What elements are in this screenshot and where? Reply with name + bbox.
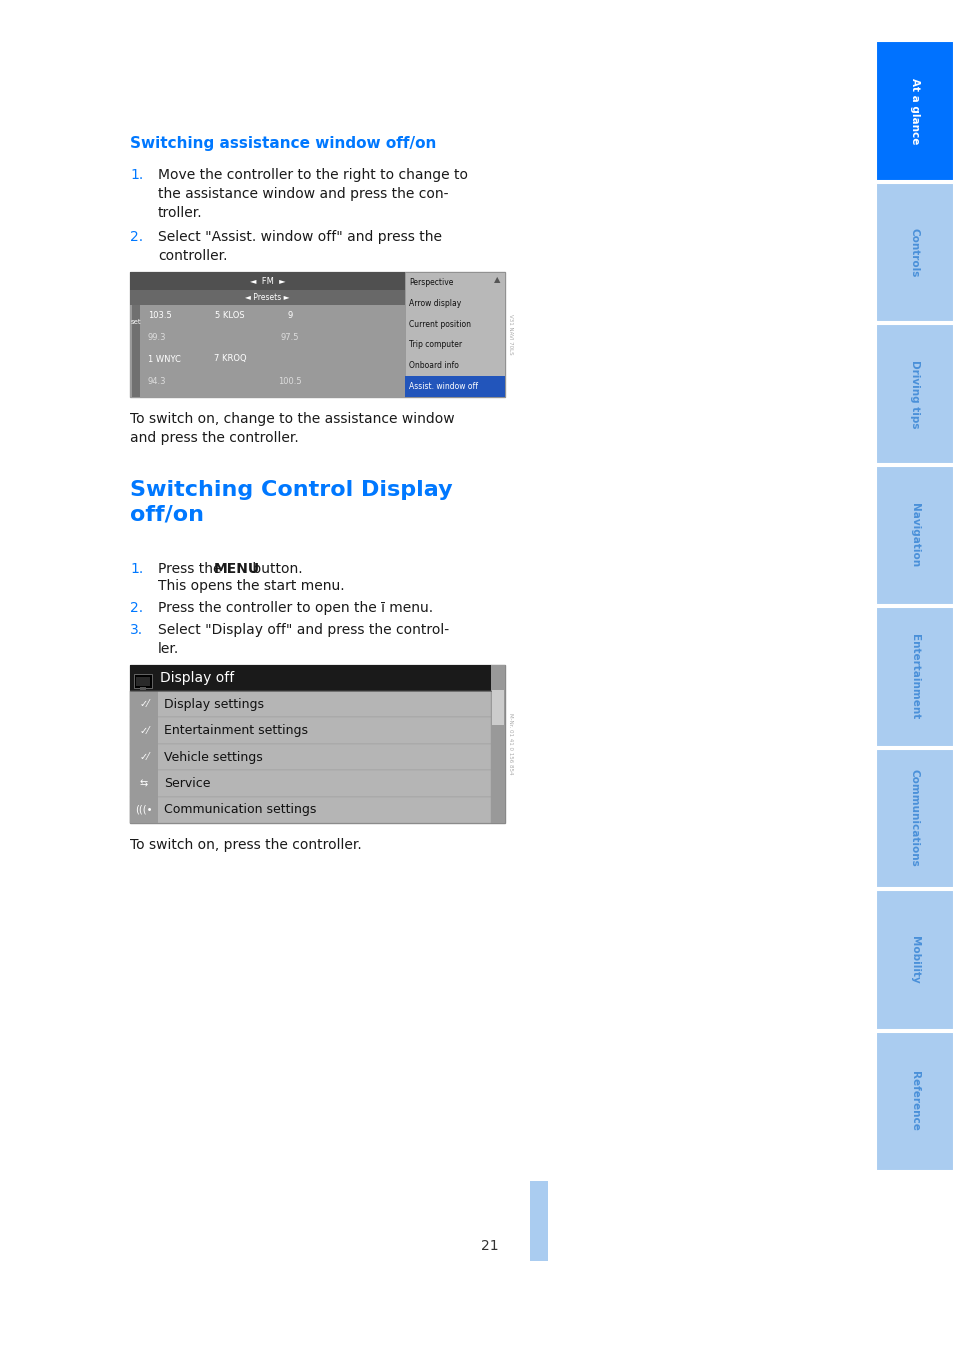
Text: 99.3: 99.3 [148, 332, 167, 342]
Text: 100.5: 100.5 [278, 377, 301, 385]
Text: ✓⁄: ✓⁄ [139, 725, 149, 735]
Bar [136, 677, 150, 686]
Text: set: set [131, 319, 141, 326]
Text: Reference: Reference [909, 1071, 919, 1131]
Text: V31 NAVI 70LS: V31 NAVI 70LS [507, 315, 513, 355]
Text: Perspective: Perspective [409, 278, 453, 286]
Bar [130, 717, 158, 744]
Text: Move the controller to the right to change to
the assistance window and press th: Move the controller to the right to chan… [158, 168, 468, 220]
Text: ✓⁄: ✓⁄ [139, 753, 149, 762]
Text: Switching Control Display
off/on: Switching Control Display off/on [130, 480, 452, 524]
Bar [130, 797, 158, 823]
Text: Entertainment settings: Entertainment settings [164, 724, 308, 738]
Text: 5 KLOS: 5 KLOS [215, 311, 245, 319]
Text: ▲: ▲ [494, 276, 499, 285]
Bar [875, 41, 953, 181]
Text: Arrow display: Arrow display [409, 299, 460, 308]
Bar [130, 272, 405, 290]
Text: 2.: 2. [130, 601, 143, 615]
Text: Display settings: Display settings [164, 697, 264, 711]
Bar [130, 744, 491, 770]
Text: 94.3: 94.3 [148, 377, 167, 385]
Bar [875, 324, 953, 463]
Bar [875, 890, 953, 1029]
Text: At a glance: At a glance [909, 77, 919, 145]
Text: Press the: Press the [158, 562, 226, 576]
Text: Select "Display off" and press the control-
ler.: Select "Display off" and press the contr… [158, 623, 449, 657]
Text: button.: button. [248, 562, 302, 576]
Text: 1.: 1. [130, 168, 143, 182]
Bar [130, 690, 491, 717]
Bar [130, 717, 491, 744]
Text: 2.: 2. [130, 230, 143, 245]
Text: Communications: Communications [909, 769, 919, 867]
Text: 21: 21 [480, 1239, 498, 1252]
Bar [405, 376, 504, 397]
Text: Communication settings: Communication settings [164, 804, 316, 816]
Text: Assist. window off: Assist. window off [409, 382, 477, 390]
Text: 97.5: 97.5 [280, 332, 299, 342]
Text: M-Nr. 01 41 0 156 854: M-Nr. 01 41 0 156 854 [507, 713, 513, 774]
Text: To switch on, change to the assistance window
and press the controller.: To switch on, change to the assistance w… [130, 412, 455, 444]
Bar [130, 690, 158, 717]
Text: ✓⁄: ✓⁄ [139, 700, 149, 709]
Bar [130, 770, 491, 797]
Text: Display off: Display off [160, 671, 234, 685]
Bar [875, 748, 953, 888]
Text: ⇆: ⇆ [140, 778, 148, 789]
Bar [491, 665, 504, 823]
Text: Entertainment: Entertainment [909, 634, 919, 719]
Bar [132, 305, 140, 397]
Bar [130, 272, 405, 397]
Bar [875, 607, 953, 747]
Text: Driving tips: Driving tips [909, 359, 919, 428]
Bar [530, 1181, 547, 1260]
Text: Current position: Current position [409, 320, 471, 328]
Bar [130, 797, 491, 823]
Text: Press the controller to open the ī menu.: Press the controller to open the ī menu. [158, 601, 433, 615]
Text: 103.5: 103.5 [148, 311, 172, 319]
Text: 9: 9 [287, 311, 293, 319]
Bar [875, 182, 953, 322]
Text: 1 WNYC: 1 WNYC [148, 354, 181, 363]
Text: (((•: (((• [135, 805, 152, 815]
Text: Trip computer: Trip computer [409, 340, 461, 350]
Text: 7 KROQ: 7 KROQ [213, 354, 246, 363]
Bar [130, 665, 491, 690]
Text: Mobility: Mobility [909, 936, 919, 984]
Text: Switching assistance window off/on: Switching assistance window off/on [130, 136, 436, 151]
Text: Onboard info: Onboard info [409, 361, 458, 370]
Bar [492, 690, 503, 725]
Bar [133, 674, 152, 688]
Text: ◄ Presets ►: ◄ Presets ► [245, 293, 290, 303]
Text: Controls: Controls [909, 227, 919, 277]
Text: This opens the start menu.: This opens the start menu. [158, 580, 344, 593]
Text: To switch on, press the controller.: To switch on, press the controller. [130, 838, 361, 852]
Bar [130, 272, 504, 397]
Bar [130, 744, 158, 770]
Bar [875, 1032, 953, 1171]
Bar [875, 466, 953, 605]
Text: 1.: 1. [130, 562, 143, 576]
Text: Service: Service [164, 777, 211, 790]
Bar [140, 688, 146, 690]
Text: ◄  FM  ►: ◄ FM ► [250, 277, 285, 285]
Text: Select "Assist. window off" and press the
controller.: Select "Assist. window off" and press th… [158, 230, 441, 263]
Bar [130, 665, 504, 823]
Text: Vehicle settings: Vehicle settings [164, 751, 262, 763]
Text: Navigation: Navigation [909, 503, 919, 567]
Bar [405, 272, 504, 397]
Bar [130, 290, 405, 305]
Bar [130, 770, 158, 797]
Text: MENU: MENU [213, 562, 260, 576]
Text: 3.: 3. [130, 623, 143, 638]
